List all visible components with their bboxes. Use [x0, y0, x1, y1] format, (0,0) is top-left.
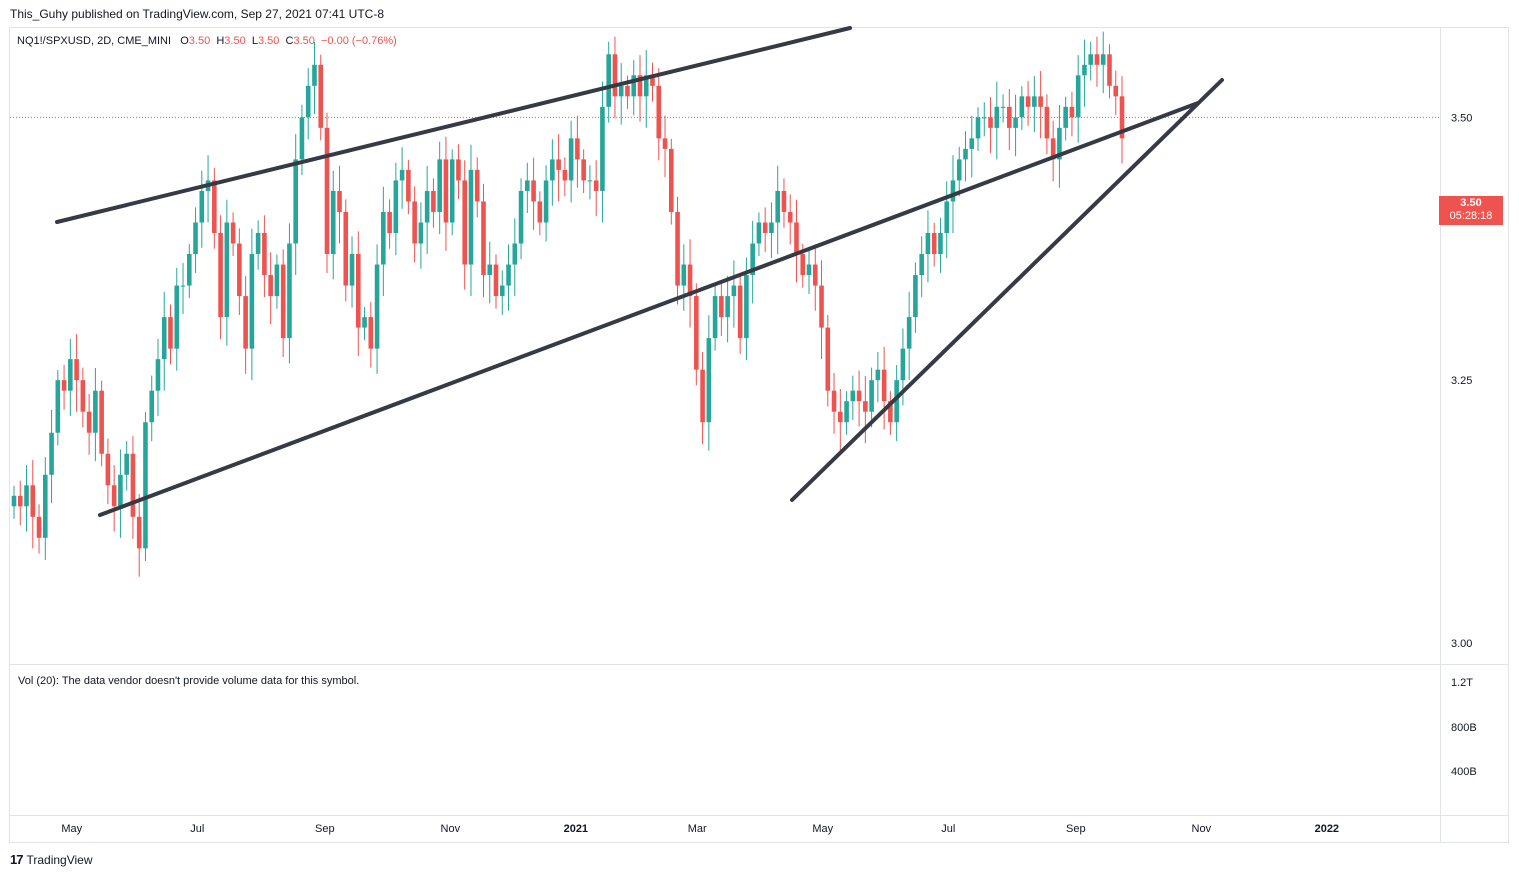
tradingview-brand[interactable]: 17 TradingView — [10, 852, 93, 867]
symbol-name[interactable]: NQ1!/SPXUSD, 2D, CME_MINI — [17, 35, 172, 47]
high-value: 3.50 — [224, 35, 246, 47]
last-price-badge: 3.50 05:28:18 — [1439, 196, 1503, 225]
open-value: 3.50 — [188, 35, 211, 47]
bar-countdown: 05:28:18 — [1449, 210, 1493, 222]
open-label: O — [180, 35, 189, 47]
close-value: 3.50 — [293, 35, 315, 47]
tradingview-logo-icon: 17 — [10, 852, 24, 867]
symbol-legend: NQ1!/SPXUSD, 2D, CME_MINI O3.50 H3.50 L3… — [17, 35, 397, 47]
chart-frame — [9, 27, 1509, 843]
published-by: This_Guhy published on TradingView.com, … — [10, 7, 385, 21]
last-price-label: 3.50 — [1460, 197, 1482, 209]
brand-name: TradingView — [26, 852, 93, 867]
change-value: −0.00 (−0.76%) — [321, 35, 397, 47]
low-value: 3.50 — [257, 35, 280, 47]
volume-indicator-note: Vol (20): The data vendor doesn't provid… — [18, 675, 360, 687]
